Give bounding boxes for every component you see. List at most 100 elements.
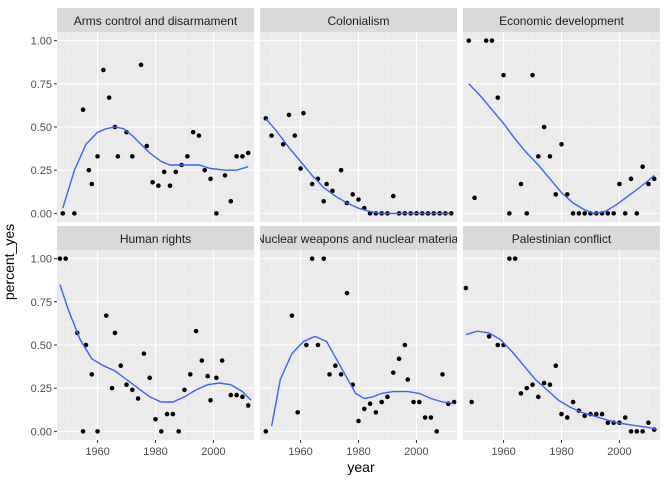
data-point [234, 154, 239, 159]
data-point [338, 167, 344, 173]
data-point [280, 141, 286, 147]
facet-panel: Human rights 0.00 0.25 0.50 0.75 1.00 1960 1980… [31, 226, 254, 458]
facet-panel: Nuclear weapons and nuclear material 1960… [256, 226, 461, 458]
y-tick-label: 0.50 [31, 122, 52, 134]
data-point [634, 429, 640, 434]
data-point [582, 211, 587, 216]
data-point [86, 167, 92, 173]
data-point [507, 256, 512, 261]
data-point [582, 413, 587, 419]
data-point [559, 141, 564, 147]
data-point [576, 211, 582, 216]
facet-title: Economic development [499, 14, 624, 28]
data-point [234, 392, 239, 398]
data-point [309, 256, 315, 261]
smooth-trend-line [465, 330, 658, 431]
data-point [138, 62, 144, 68]
facet-strip [463, 8, 660, 32]
data-point [547, 382, 553, 388]
data-point [547, 154, 553, 159]
x-tick-label: 2000 [201, 446, 225, 458]
facet-title: Arms control and disarmament [74, 14, 238, 28]
data-point [541, 124, 547, 130]
data-point [161, 169, 167, 175]
data-point [89, 181, 95, 187]
data-point [448, 211, 454, 216]
data-point [564, 415, 570, 420]
x-tick-label: 1960 [491, 446, 515, 458]
facet-strip [57, 226, 254, 250]
data-point [321, 198, 327, 204]
data-point [208, 176, 213, 182]
data-point [63, 256, 68, 261]
facet-title: Nuclear weapons and nuclear material [256, 232, 461, 246]
data-point [80, 107, 86, 113]
data-point [72, 211, 77, 216]
data-point [153, 416, 158, 422]
data-point [228, 198, 234, 204]
data-point [167, 183, 173, 189]
data-point [469, 399, 474, 405]
data-point [646, 420, 651, 426]
data-point [553, 363, 559, 369]
data-point [315, 342, 321, 348]
x-axis-title: year [347, 459, 375, 475]
data-point [434, 429, 440, 434]
data-point [489, 38, 495, 43]
data-point [286, 112, 292, 118]
smooth-trend-line [59, 284, 252, 403]
facet-panel: Colonialism [260, 8, 457, 222]
data-point [187, 372, 193, 377]
data-point [240, 394, 245, 400]
data-point [89, 372, 95, 377]
data-point [196, 133, 202, 138]
facet-panel: Economic development [463, 8, 660, 222]
data-point [60, 211, 66, 216]
data-point [411, 399, 416, 405]
facet-strip [463, 226, 660, 250]
data-point [95, 154, 100, 159]
data-point [472, 195, 477, 201]
data-point [150, 179, 155, 185]
data-point [507, 211, 512, 216]
data-point [524, 211, 530, 216]
data-point [103, 313, 109, 318]
data-point [101, 67, 106, 73]
data-point [396, 356, 402, 362]
data-point [564, 192, 570, 197]
data-point [219, 358, 225, 363]
data-point [495, 342, 501, 348]
data-point [559, 411, 564, 417]
data-point [333, 363, 338, 369]
data-point [417, 399, 422, 405]
x-tick-label: 1980 [549, 446, 573, 458]
data-point [634, 211, 640, 216]
data-point [124, 129, 129, 135]
data-point [214, 375, 219, 381]
data-point [202, 167, 208, 173]
data-point [106, 95, 112, 100]
data-point [385, 394, 390, 400]
data-point [269, 133, 274, 138]
data-point [118, 363, 124, 369]
data-point [483, 38, 489, 43]
data-point [518, 181, 524, 187]
data-point [324, 181, 329, 187]
data-point [193, 328, 199, 334]
facet-panels: Arms control and disarmament 0.00 0.25 0.50… [31, 8, 660, 458]
data-point [373, 410, 379, 415]
data-point [292, 133, 298, 138]
data-point [593, 411, 599, 417]
y-tick-label: 0.00 [31, 208, 52, 220]
data-point [57, 256, 63, 261]
y-tick-label: 0.25 [31, 383, 52, 395]
data-point [367, 401, 373, 407]
data-point [344, 290, 350, 296]
data-point [361, 406, 367, 412]
data-point [402, 342, 408, 348]
data-point [605, 420, 611, 426]
data-point [245, 403, 251, 408]
data-point [512, 256, 518, 261]
data-point [327, 372, 332, 377]
data-point [115, 154, 121, 159]
